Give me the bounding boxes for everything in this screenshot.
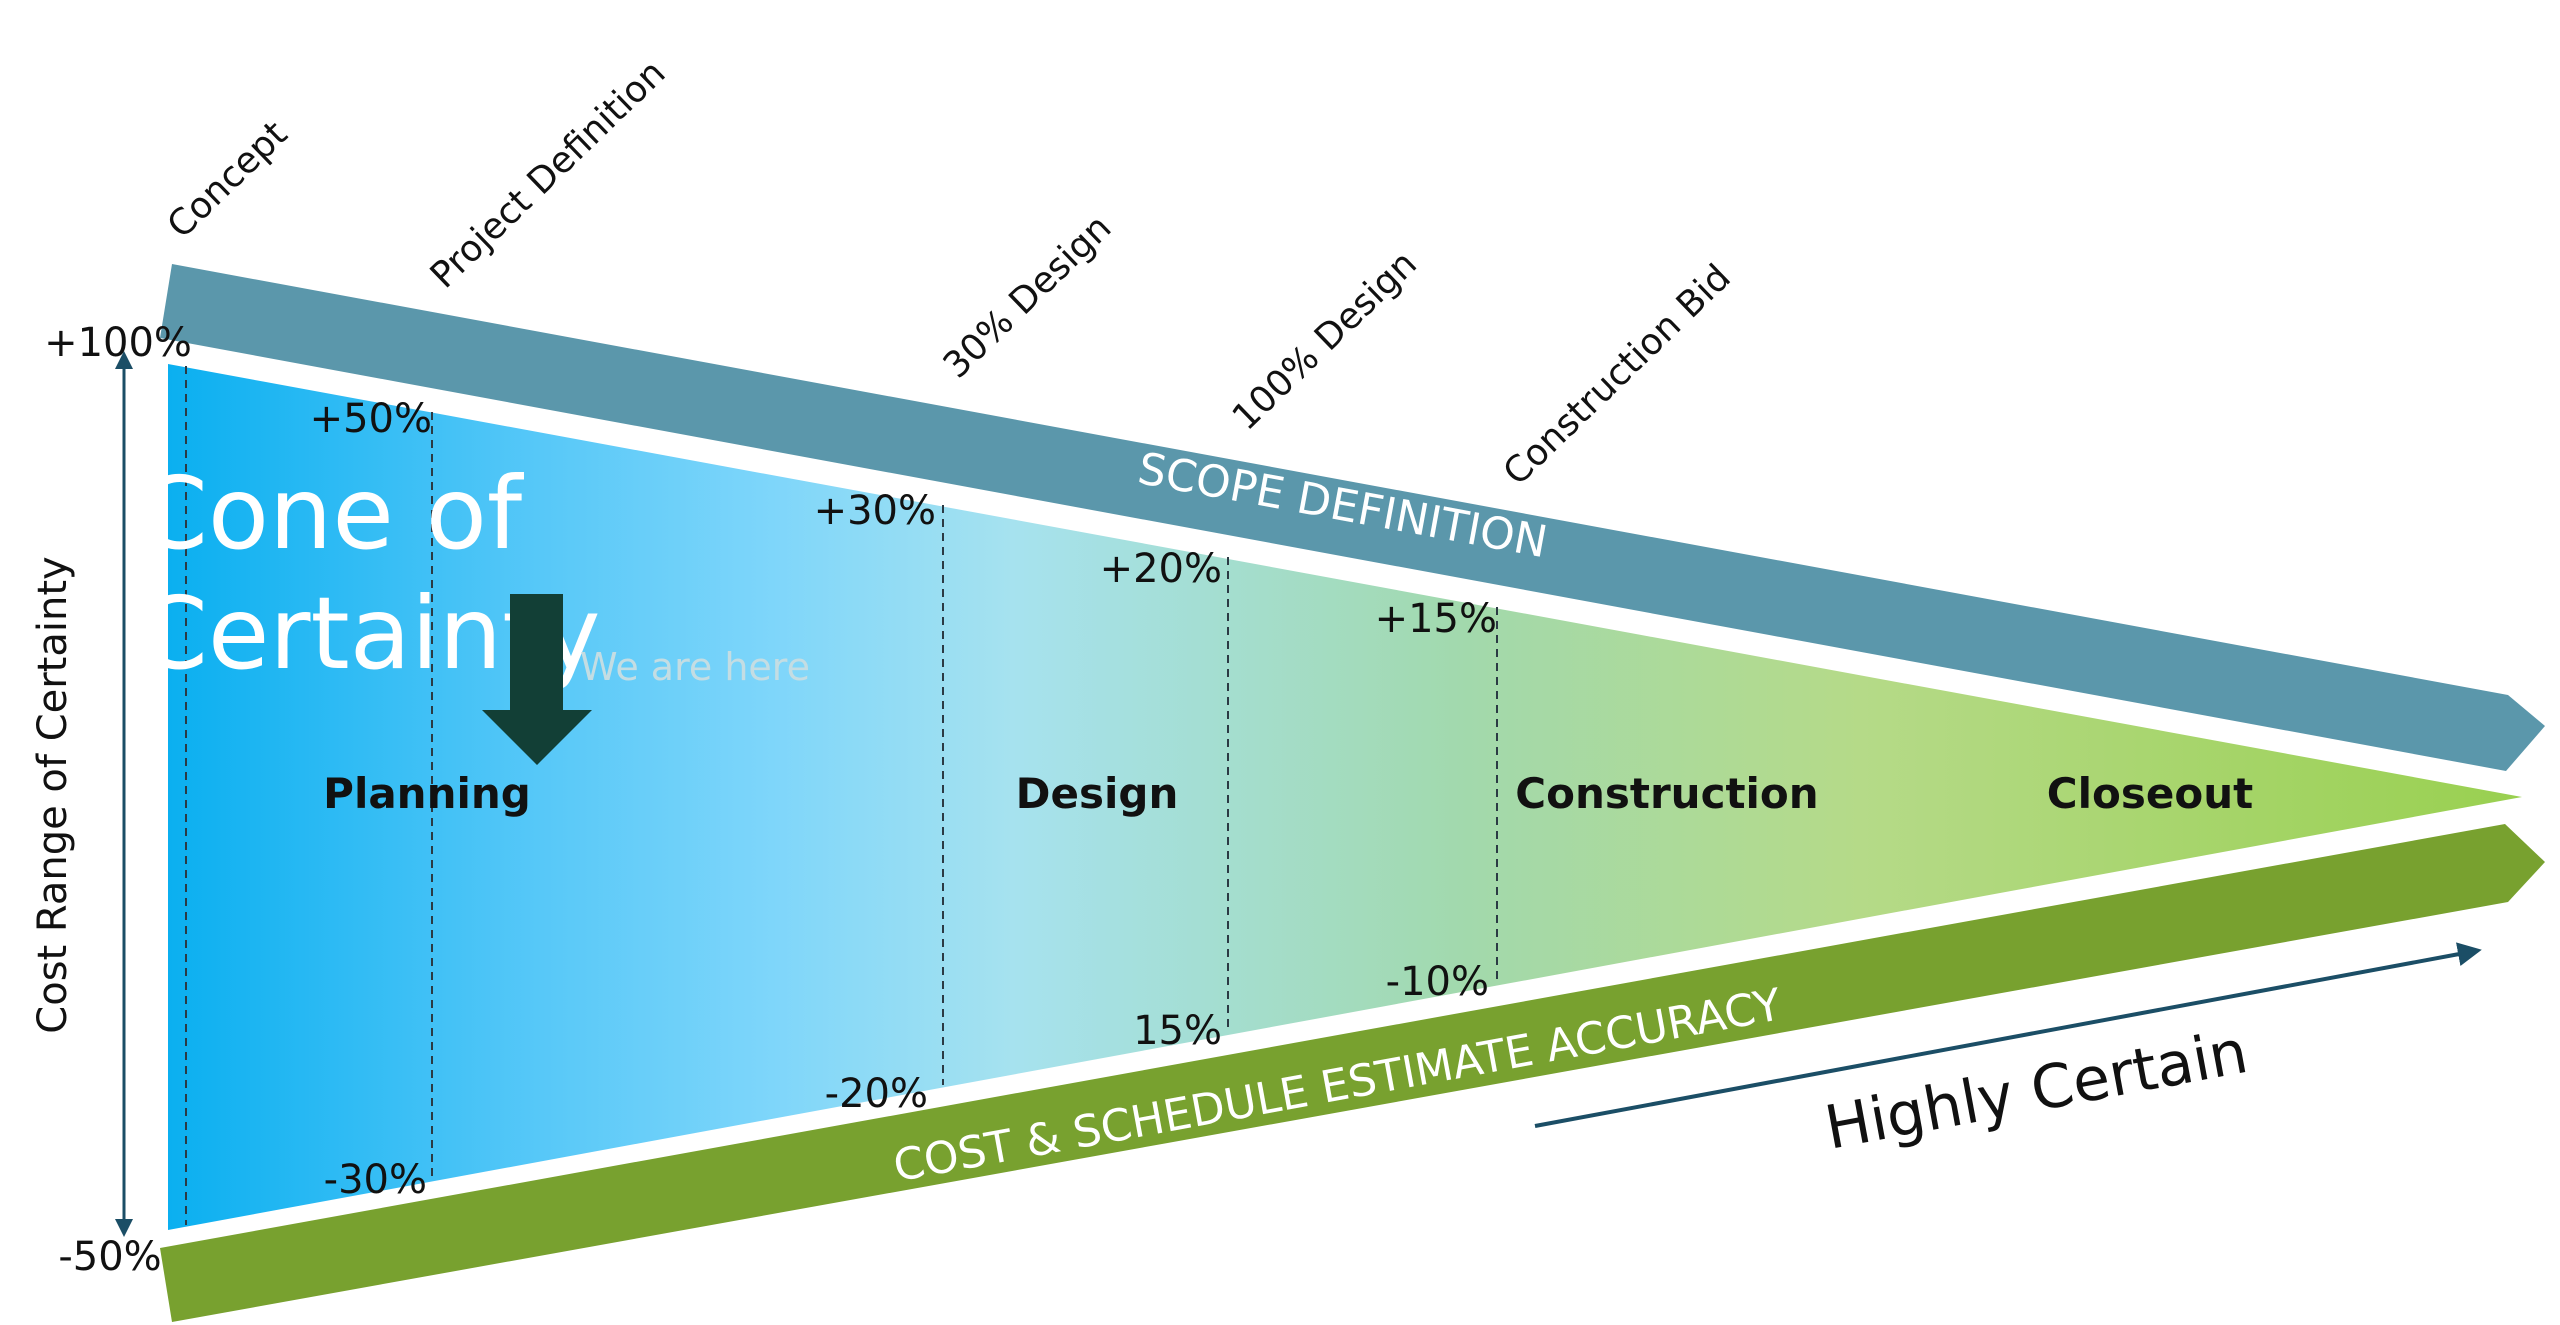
milestone-lines [185,366,1498,1225]
highly-certain-arrow [1534,942,2482,1128]
lower-percent-project-definition: -30% [324,1157,427,1203]
milestone-label-project-definition: Project Definition [423,52,674,296]
phase-label-planning: Planning [323,769,531,818]
diagram-title-line1: Cone of [138,455,525,572]
upper-percent-project-definition: +50% [310,396,432,442]
y-axis-bottom-label: -50% [58,1234,161,1280]
lower-percent-construction-bid: -10% [1386,959,1489,1005]
upper-percent-design-30: +30% [814,488,936,534]
we-are-here-arrow-icon [482,594,592,765]
scope-definition-band [160,264,2545,771]
phase-label-design: Design [1016,769,1179,818]
lower-percent-design-100: 15% [1133,1008,1222,1054]
milestone-label-design-100: 100% Design [1225,243,1425,438]
y-axis-label: Cost Range of Certainty [30,556,76,1033]
upper-percent-design-100: +20% [1100,546,1222,592]
y-axis-top-label: +100% [44,320,192,366]
upper-percent-construction-bid: +15% [1375,596,1497,642]
phase-label-construction: Construction [1515,769,1818,818]
cone-shape [168,364,2522,1230]
milestone-label-design-30: 30% Design [936,207,1120,386]
highly-certain-label: Highly Certain [1820,1017,2253,1164]
milestone-label-concept: Concept [160,114,296,247]
milestone-label-construction-bid: Construction Bid [1496,257,1739,494]
lower-percent-design-30: -20% [825,1071,928,1117]
we-are-here-label: We are here [580,645,810,689]
phase-label-closeout: Closeout [2047,769,2253,818]
estimate-accuracy-band [160,824,2545,1322]
